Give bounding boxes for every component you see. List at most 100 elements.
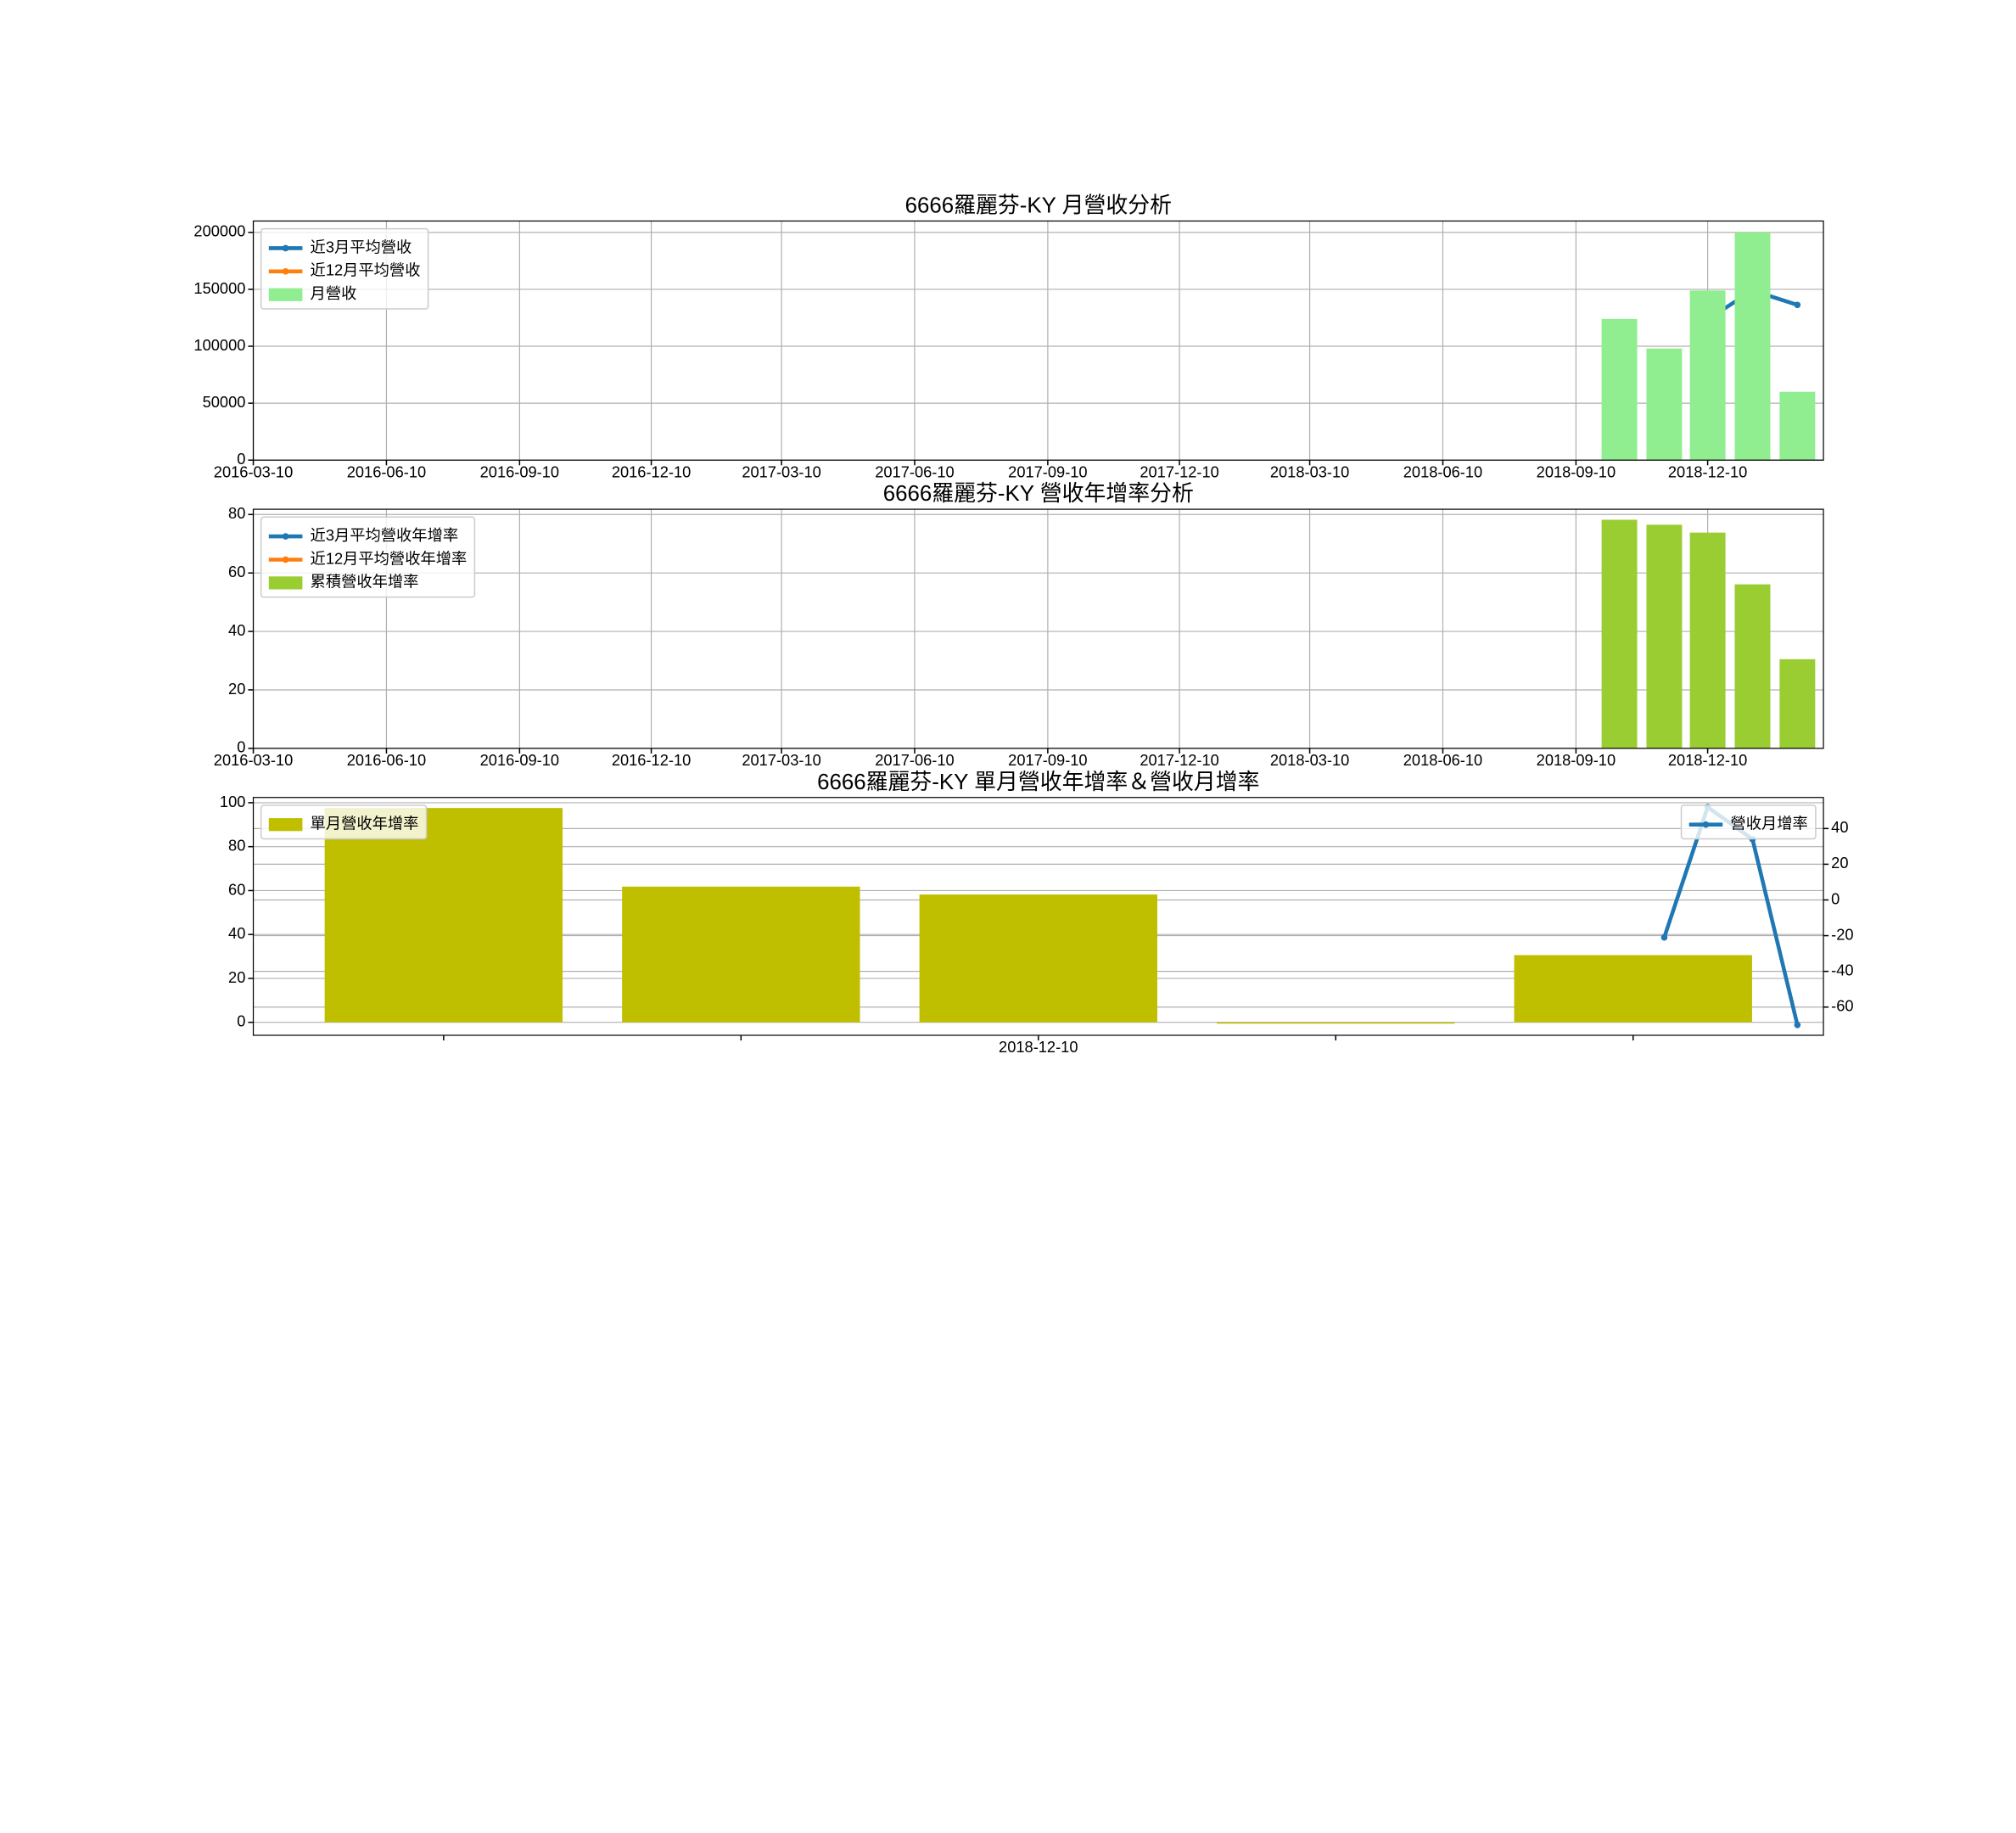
y-tick-label: 20 xyxy=(228,968,245,986)
y-tick-label: 80 xyxy=(228,504,245,522)
chart-title: 6666羅麗芬-KY 營收年增率分析 xyxy=(883,481,1194,506)
legend-label: 營收月增率 xyxy=(1730,815,1807,832)
legend-marker xyxy=(282,268,289,275)
y-tick-label: 50000 xyxy=(203,393,246,411)
y-tick-label: 200000 xyxy=(193,222,245,240)
bar xyxy=(324,808,563,1023)
y2-tick-label: -40 xyxy=(1831,961,1853,978)
bar xyxy=(1689,532,1726,748)
x-tick-label: 2017-12-10 xyxy=(1140,751,1218,769)
x-tick-label: 2017-03-10 xyxy=(742,462,820,480)
legend-item: 營收月增率 xyxy=(1688,815,1808,832)
legend: 單月營收年增率 xyxy=(260,804,428,840)
bar xyxy=(1646,524,1683,748)
y-tick-label: 0 xyxy=(237,738,245,756)
axes-frame xyxy=(252,797,1824,1036)
bar xyxy=(1514,955,1752,1023)
y-tick-label: 60 xyxy=(228,880,245,898)
legend-item: 近3月平均營收 xyxy=(268,238,412,255)
legend-item: 累積營收年增率 xyxy=(268,573,419,591)
legend-item: 近12月平均營收年增率 xyxy=(268,549,468,567)
y2-tick-label: 0 xyxy=(1831,889,1840,907)
legend-marker xyxy=(282,533,289,540)
y2-tick-label: 20 xyxy=(1831,854,1848,872)
y2-tick-label: -20 xyxy=(1831,925,1853,943)
x-tick-label: 2017-03-10 xyxy=(742,751,820,769)
legend-label: 月營收 xyxy=(311,284,357,302)
legend-swatch xyxy=(268,818,303,832)
x-tick-label: 2018-12-10 xyxy=(1668,751,1747,769)
legend-label: 累積營收年增率 xyxy=(311,573,419,591)
bar xyxy=(1734,232,1771,461)
x-tick-label: 2016-09-10 xyxy=(480,751,559,769)
bar xyxy=(1779,391,1816,461)
marker xyxy=(1794,301,1801,309)
legend-item: 近12月平均營收 xyxy=(268,261,421,279)
subplot: 0 50000 100000 150000 200000 2016-03-10 2016-0… xyxy=(193,193,1824,480)
bar xyxy=(1779,659,1816,748)
y-tick-label: 20 xyxy=(228,680,245,698)
x-tick-label: 2018-03-10 xyxy=(1270,462,1349,480)
y-tick-label: 0 xyxy=(237,1012,245,1030)
x-tick-label: 2018-12-10 xyxy=(999,1038,1078,1056)
y-tick-label: 60 xyxy=(228,563,245,580)
x-tick-label: 2017-09-10 xyxy=(1008,751,1087,769)
marker xyxy=(1660,933,1668,941)
chart-title: 6666羅麗芬-KY 月營收分析 xyxy=(905,193,1172,218)
x-tick-label: 2018-12-10 xyxy=(1668,462,1747,480)
legend-marker xyxy=(1702,821,1710,828)
legend-swatch xyxy=(268,288,303,301)
legend-box xyxy=(260,516,476,598)
x-tick-label: 2017-12-10 xyxy=(1140,462,1218,480)
legend-box xyxy=(260,227,429,310)
y2-tick-label: 40 xyxy=(1831,818,1848,836)
x-tick-label: 2017-06-10 xyxy=(875,751,954,769)
bar xyxy=(1601,519,1638,748)
bar xyxy=(1646,348,1683,461)
bar xyxy=(622,886,860,1023)
y-tick-label: 100 xyxy=(220,793,245,810)
subplot: 0 20 40 60 80 100 -60 -40 -20 0 20 40 2018-12-10 6666… xyxy=(220,770,1854,1056)
bar xyxy=(1734,584,1771,748)
legend-marker xyxy=(282,244,289,252)
legend-swatch xyxy=(268,576,303,590)
subplot: 0 20 40 60 80 2016-03-10 2016-06-10 2016-09-10 2… xyxy=(214,481,1824,769)
x-tick-label: 2017-06-10 xyxy=(875,462,954,480)
legend-label: 近3月平均營收年增率 xyxy=(311,526,459,544)
legend-marker xyxy=(282,556,289,563)
x-tick-label: 2016-03-10 xyxy=(214,462,293,480)
y-tick-label: 40 xyxy=(228,924,245,942)
x-tick-label: 2016-12-10 xyxy=(612,462,691,480)
x-tick-label: 2018-09-10 xyxy=(1537,751,1616,769)
x-tick-label: 2016-06-10 xyxy=(347,462,426,480)
axes-frame xyxy=(252,220,1824,461)
legend-item: 月營收 xyxy=(268,284,357,302)
x-tick-label: 2016-03-10 xyxy=(214,751,293,769)
bar xyxy=(1217,1022,1455,1024)
legend-label: 近3月平均營收 xyxy=(311,238,412,255)
x-tick-label: 2018-09-10 xyxy=(1537,462,1616,480)
legend-box xyxy=(1680,804,1817,840)
marker xyxy=(1794,1021,1801,1029)
y2-tick-label: -60 xyxy=(1831,997,1853,1015)
legend: 營收月增率 xyxy=(1680,804,1817,840)
legend-label: 單月營收年增率 xyxy=(311,815,419,832)
y-tick-label: 80 xyxy=(228,837,245,855)
y-tick-label: 100000 xyxy=(193,336,245,354)
chart-title: 6666羅麗芬-KY 單月營收年增率＆營收月增率 xyxy=(817,770,1259,794)
legend-item: 近3月平均營收年增率 xyxy=(268,526,459,544)
x-tick-label: 2018-03-10 xyxy=(1270,751,1349,769)
y-tick-label: 150000 xyxy=(193,279,245,297)
legend-label: 近12月平均營收年增率 xyxy=(311,549,468,567)
x-tick-label: 2016-06-10 xyxy=(347,751,426,769)
legend-label: 近12月平均營收 xyxy=(311,261,421,279)
x-tick-label: 2018-06-10 xyxy=(1403,462,1482,480)
legend-item: 單月營收年增率 xyxy=(268,815,419,832)
x-tick-label: 2017-09-10 xyxy=(1008,462,1087,480)
bar xyxy=(1689,290,1726,461)
x-tick-label: 2016-12-10 xyxy=(612,751,691,769)
